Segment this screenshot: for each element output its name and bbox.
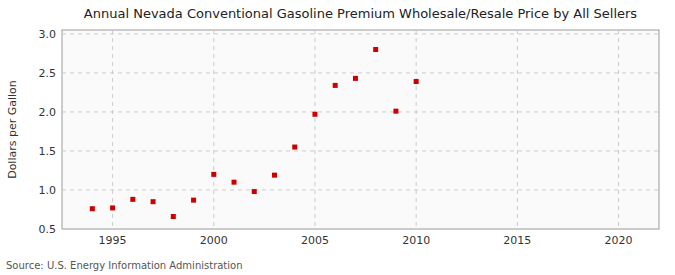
grid-line-y	[62, 72, 659, 73]
grid-line-y	[62, 111, 659, 112]
chart: 1995 2000 2005 2010 2015 2020 0.5 1.0 1.5 2.0 2.5 3…	[0, 0, 675, 275]
grid-line-x	[314, 30, 315, 229]
grid-line-y	[62, 229, 659, 230]
x-tick-label: 2015	[503, 234, 531, 247]
grid	[62, 30, 659, 229]
grid-line-y	[62, 189, 659, 190]
grid-line-x	[213, 30, 214, 229]
point	[252, 189, 257, 194]
point	[90, 206, 95, 211]
points	[90, 47, 419, 219]
point	[312, 112, 317, 117]
y-tick-label: 2.5	[39, 67, 57, 80]
point	[272, 173, 277, 178]
grid-line-y	[62, 33, 659, 34]
point	[393, 109, 398, 114]
y-tick-label: 1.5	[39, 145, 57, 158]
point	[292, 145, 297, 150]
x-tick-label: 2005	[301, 234, 329, 247]
point	[110, 205, 115, 210]
point	[130, 197, 135, 202]
grid-line-y	[62, 150, 659, 151]
y-axis-label: Dollars per Gallon	[6, 80, 19, 179]
y-tick-label: 1.0	[39, 184, 57, 197]
point	[171, 214, 176, 219]
y-tick-label: 3.0	[39, 28, 57, 41]
point	[353, 76, 358, 81]
x-tick-label: 2000	[200, 234, 228, 247]
grid-line-x	[618, 30, 619, 229]
point	[211, 172, 216, 177]
grid-line-x	[517, 30, 518, 229]
point	[151, 199, 156, 204]
x-tick-label: 2020	[605, 234, 633, 247]
y-tick-label: 0.5	[39, 223, 57, 236]
point	[333, 83, 338, 88]
grid-line-x	[416, 30, 417, 229]
y-tick-label: 2.0	[39, 106, 57, 119]
point	[191, 198, 196, 203]
title: Annual Nevada Conventional Gasoline Prem…	[84, 6, 638, 21]
grid-line-x	[112, 30, 113, 229]
point	[232, 180, 237, 185]
x-tick-label: 1995	[99, 234, 127, 247]
point	[373, 47, 378, 52]
x-tick-label: 2010	[402, 234, 430, 247]
plot-frame	[62, 30, 659, 229]
source-note: Source: U.S. Energy Information Administ…	[6, 260, 243, 271]
point	[414, 79, 419, 84]
